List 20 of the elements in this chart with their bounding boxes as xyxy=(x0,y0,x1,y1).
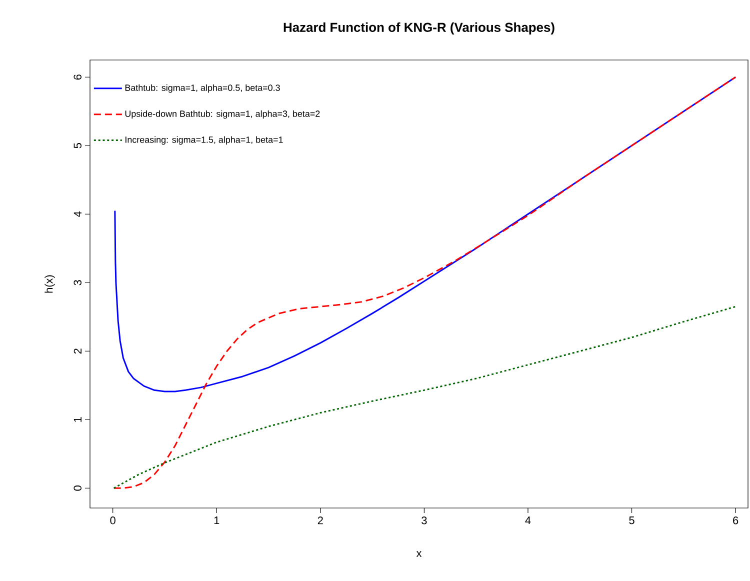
x-tick-label: 3 xyxy=(422,516,427,524)
x-tick-label: 5 xyxy=(629,516,634,524)
x-axis-title: x xyxy=(416,551,422,557)
x-tick-label: 1 xyxy=(214,516,220,524)
y-tick-label: 3 xyxy=(74,280,82,286)
y-axis-title: h(x) xyxy=(44,275,55,293)
legend-label: Upside-down Bathtub: sigma=1, alpha=3, beta=2 xyxy=(125,110,320,119)
y-tick-label: 0 xyxy=(74,486,82,491)
x-tick-label: 0 xyxy=(110,516,116,524)
y-tick-label: 6 xyxy=(74,74,82,80)
x-tick-label: 2 xyxy=(318,516,323,524)
y-tick-label: 1 xyxy=(74,417,82,422)
x-tick-label: 6 xyxy=(733,516,738,524)
legend-label: Increasing: sigma=1.5, alpha=1, beta=1 xyxy=(126,136,283,145)
y-tick-label: 5 xyxy=(74,143,82,148)
y-tick-label: 4 xyxy=(74,211,82,217)
x-tick-label: 4 xyxy=(525,516,531,524)
legend-label: Bathtub: sigma=1, alpha=0.5, beta=0.3 xyxy=(125,84,280,93)
y-tick-label: 2 xyxy=(74,348,82,354)
chart-title: Hazard Function of KNG-R (Various Shapes) xyxy=(284,22,554,34)
